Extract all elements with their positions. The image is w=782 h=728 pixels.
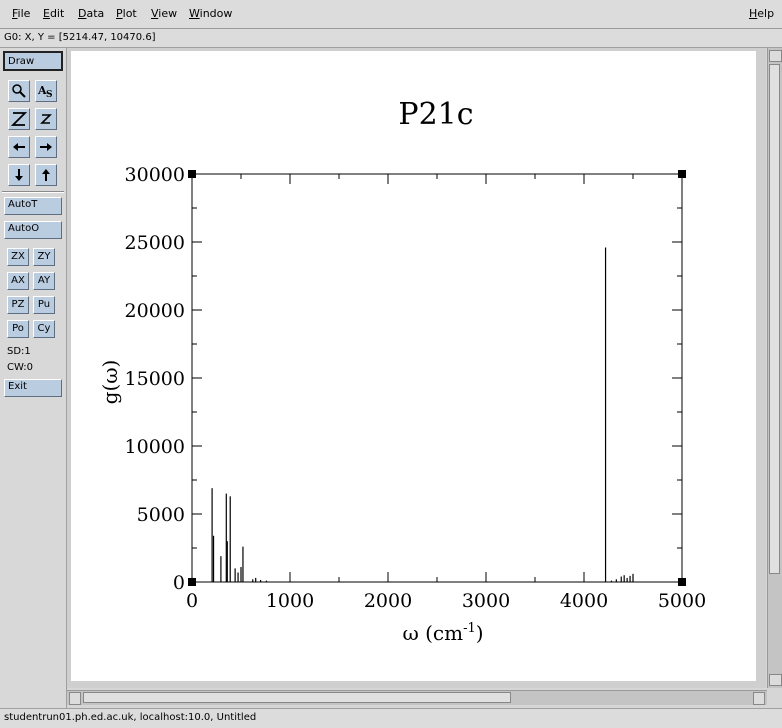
scroll-up-arrow[interactable] — [769, 50, 782, 62]
y-tick-label: 20000 — [125, 300, 185, 322]
x-tick-label: 0 — [186, 590, 198, 612]
zoom-in-z-button[interactable] — [8, 108, 30, 130]
selection-handle — [678, 578, 686, 586]
cy-button[interactable]: Cy — [33, 320, 55, 338]
y-axis-label: g(ω) — [98, 360, 122, 405]
x-tick-label: 1000 — [266, 590, 314, 612]
exit-button[interactable]: Exit — [4, 379, 62, 397]
svg-text:S: S — [46, 90, 53, 99]
pan-up-button[interactable] — [35, 164, 57, 186]
draw-button[interactable]: Draw — [3, 51, 63, 71]
coordinate-readout-bar: G0: X, Y = [5214.47, 10470.6] — [0, 29, 782, 48]
y-tick-label: 5000 — [137, 504, 185, 526]
vertical-scroll-thumb[interactable] — [769, 64, 780, 574]
cw-indicator: CW:0 — [7, 362, 34, 373]
y-tick-label: 25000 — [125, 232, 185, 254]
sd-indicator: SD:1 — [7, 346, 31, 357]
po-button[interactable]: Po — [7, 320, 29, 338]
vertical-scrollbar[interactable] — [767, 48, 782, 688]
chart-title: P21c — [398, 97, 473, 132]
zoom-button[interactable] — [8, 80, 30, 102]
y-tick-label: 0 — [173, 572, 185, 594]
status-bar: studentrun01.ph.ed.ac.uk, localhost:10.0… — [0, 708, 782, 728]
x-axis-label-main: ω (cm — [402, 621, 463, 645]
y-tick-label: 10000 — [125, 436, 185, 458]
menu-view[interactable]: View — [151, 7, 178, 20]
menu-file[interactable]: File — [12, 7, 31, 20]
scroll-down-arrow[interactable] — [769, 674, 782, 686]
menu-bar: File Edit Data Plot View Window Help — [0, 0, 782, 29]
coordinate-readout: G0: X, Y = [5214.47, 10470.6] — [4, 32, 156, 43]
pz-button[interactable]: PZ — [7, 296, 29, 314]
menu-data[interactable]: Data — [78, 7, 105, 20]
y-tick-label: 30000 — [125, 164, 185, 186]
svg-text:A: A — [37, 84, 47, 97]
x-tick-label: 3000 — [462, 590, 510, 612]
status-text: studentrun01.ph.ed.ac.uk, localhost:10.0… — [4, 712, 257, 723]
menu-window[interactable]: Window — [189, 7, 233, 20]
x-tick-label: 4000 — [560, 590, 608, 612]
autot-button[interactable]: AutoT — [4, 197, 62, 215]
horizontal-scroll-thumb[interactable] — [83, 692, 511, 703]
menu-edit[interactable]: Edit — [43, 7, 65, 20]
selection-handle — [188, 578, 196, 586]
spectrum-chart: P21c g(ω) ω (cm-1) 0 1000 2000 3000 4000 5000… — [98, 97, 706, 645]
y-tick-label: 15000 — [125, 368, 185, 390]
x-tick-label: 5000 — [658, 590, 706, 612]
zoom-icon — [12, 84, 26, 98]
zoom-out-z-icon — [40, 114, 52, 124]
zx-button[interactable]: ZX — [7, 248, 29, 266]
pan-left-button[interactable] — [8, 136, 30, 158]
arrow-down-icon — [15, 169, 23, 181]
ay-button[interactable]: AY — [33, 272, 55, 290]
pan-down-button[interactable] — [8, 164, 30, 186]
plot-frame — [191, 173, 683, 583]
selection-handle — [678, 170, 686, 178]
horizontal-scrollbar[interactable] — [67, 690, 767, 705]
x-axis-label-close: ) — [476, 621, 484, 645]
menu-help[interactable]: Help — [749, 7, 775, 20]
arrow-up-icon — [42, 169, 50, 181]
scroll-left-arrow[interactable] — [69, 692, 81, 705]
zoom-out-z-button[interactable] — [35, 108, 57, 130]
ax-button[interactable]: AX — [7, 272, 29, 290]
scroll-right-arrow[interactable] — [753, 692, 765, 705]
x-axis-label-sup: -1 — [463, 621, 476, 636]
selection-handle — [188, 170, 196, 178]
menu-plot[interactable]: Plot — [116, 7, 137, 20]
pan-right-button[interactable] — [35, 136, 57, 158]
arrow-left-icon — [13, 143, 25, 151]
pu-button[interactable]: Pu — [33, 296, 55, 314]
autoo-button[interactable]: AutoO — [4, 221, 62, 239]
toolbar-divider — [2, 191, 64, 193]
plot-canvas[interactable]: P21c g(ω) ω (cm-1) 0 1000 2000 3000 4000 5000… — [71, 51, 756, 681]
x-axis-label: ω (cm-1) — [402, 621, 483, 645]
zoom-in-z-icon — [11, 112, 27, 126]
arrow-right-icon — [40, 143, 52, 151]
x-tick-label: 2000 — [364, 590, 412, 612]
zy-button[interactable]: ZY — [33, 248, 55, 266]
